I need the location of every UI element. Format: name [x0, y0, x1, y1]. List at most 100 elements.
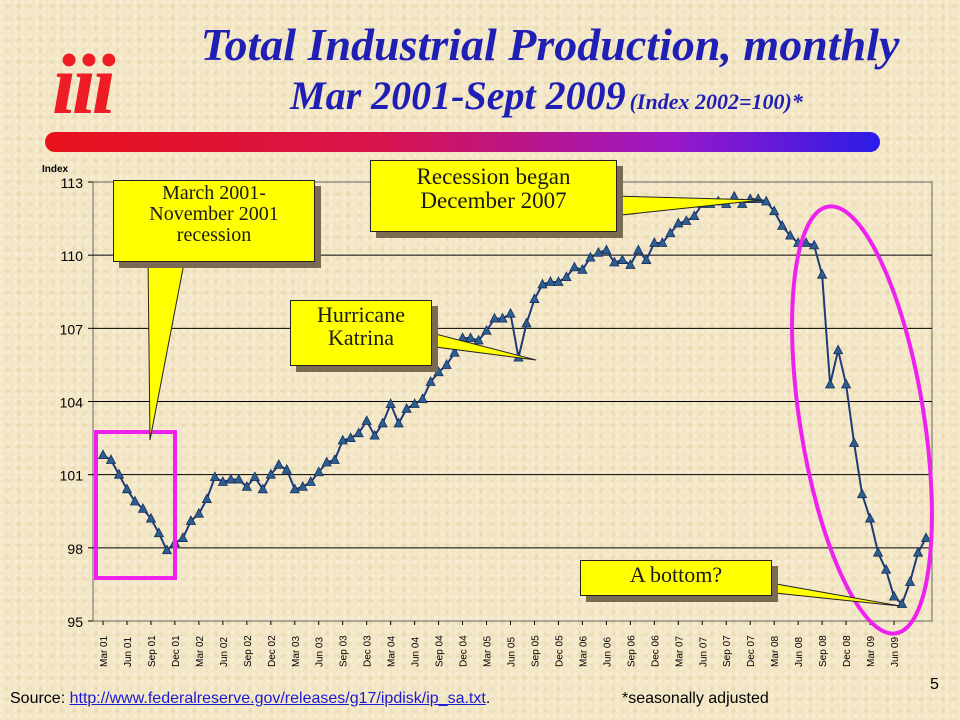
x-tick-label: Sep 03 — [339, 635, 350, 667]
data-point — [225, 473, 237, 484]
data-point — [505, 307, 516, 318]
data-point — [497, 312, 508, 323]
data-point — [337, 434, 348, 445]
data-point — [265, 468, 276, 479]
callout-2007-recession: Recession began December 2007 — [370, 160, 617, 232]
callout-bottom-pointer — [764, 581, 901, 607]
source-link[interactable]: http://www.federalreserve.gov/releases/g… — [69, 690, 486, 707]
data-point — [385, 398, 396, 408]
data-point — [537, 278, 548, 289]
callout-2007-recession-text: Recession began December 2007 — [416, 164, 571, 214]
data-point — [848, 437, 860, 447]
data-point — [864, 512, 876, 523]
data-point — [824, 378, 836, 389]
data-point — [888, 590, 900, 601]
y-tick-label: 104 — [60, 395, 84, 411]
x-tick-label: Mar 07 — [674, 635, 685, 667]
data-point — [329, 454, 340, 464]
x-tick-label: Dec 06 — [650, 635, 661, 667]
seasonally-adjusted-note: *seasonally adjusted — [622, 690, 769, 707]
data-point — [601, 244, 612, 255]
data-point — [912, 546, 924, 557]
data-point — [161, 544, 173, 555]
data-point — [808, 239, 820, 250]
data-point — [593, 246, 604, 257]
data-point — [577, 263, 588, 274]
x-tick-label: Dec 02 — [267, 635, 278, 667]
x-tick-label: Jun 04 — [411, 637, 422, 667]
data-point — [545, 276, 556, 286]
data-point — [401, 402, 412, 413]
x-tick-label: Jun 02 — [219, 637, 230, 667]
data-point — [121, 483, 133, 494]
x-tick-label: Sep 05 — [530, 635, 541, 667]
data-point — [353, 427, 364, 438]
data-point — [273, 459, 284, 469]
subtitle-period: Mar 2001-Sept 2009 — [290, 73, 626, 118]
x-tick-label: Jun 08 — [794, 637, 805, 667]
data-point — [449, 346, 460, 357]
data-point — [473, 334, 484, 345]
data-point — [425, 376, 436, 386]
data-point — [633, 244, 644, 255]
data-point — [521, 317, 532, 328]
data-point — [305, 476, 316, 486]
data-point — [361, 415, 372, 425]
data-point — [249, 471, 260, 482]
data-point — [529, 293, 540, 303]
data-point — [153, 527, 165, 538]
x-tick-label: Sep 02 — [243, 635, 254, 667]
x-tick-label: Mar 02 — [195, 635, 206, 667]
callout-katrina-pointer — [419, 329, 537, 361]
x-tick-label: Sep 04 — [435, 635, 446, 667]
data-point — [649, 237, 660, 247]
iii-logo: iii — [52, 36, 116, 132]
y-tick-label: 95 — [67, 614, 83, 630]
x-tick-label: Sep 08 — [818, 635, 829, 667]
x-tick-label: Mar 08 — [770, 635, 781, 667]
footer: Source: http://www.federalreserve.gov/re… — [0, 676, 960, 714]
data-point — [177, 532, 189, 542]
data-point — [896, 598, 908, 608]
data-point — [761, 195, 772, 206]
data-point — [281, 463, 292, 474]
data-point — [657, 237, 668, 247]
data-point — [321, 456, 332, 467]
data-point — [832, 344, 844, 355]
data-point — [569, 261, 580, 272]
recession-2008-highlight — [790, 204, 934, 636]
data-point — [800, 237, 812, 247]
callout-2001-recession: March 2001- November 2001 recession — [113, 180, 315, 262]
y-tick-label: 101 — [60, 468, 84, 484]
x-tick-label: Dec 08 — [842, 635, 853, 667]
x-tick-label: Jun 07 — [698, 637, 709, 667]
source-period: . — [485, 690, 491, 707]
data-point — [201, 493, 213, 503]
x-tick-label: Mar 09 — [866, 635, 877, 667]
recession-2001-highlight — [94, 430, 177, 580]
callout-a-bottom: A bottom? — [580, 560, 772, 596]
data-point — [880, 563, 892, 574]
chart-title: Total Industrial Production, monthly — [200, 19, 900, 70]
data-point — [193, 507, 205, 518]
data-point — [816, 268, 828, 279]
data-point — [585, 251, 596, 262]
data-point — [241, 481, 252, 491]
x-tick-label: Dec 04 — [459, 635, 470, 667]
data-point — [137, 502, 149, 513]
x-tick-label: Jun 09 — [890, 637, 901, 667]
x-tick-label: Dec 05 — [554, 635, 565, 667]
data-point — [769, 205, 780, 216]
x-tick-label: Mar 06 — [578, 635, 589, 667]
data-point — [665, 227, 676, 238]
x-tick-label: Mar 01 — [99, 635, 110, 667]
x-tick-label: Mar 04 — [387, 635, 398, 667]
data-point — [289, 483, 300, 494]
data-point — [97, 449, 109, 460]
chart-subtitle: Mar 2001-Sept 2009 (Index 2002=100)* — [290, 72, 803, 119]
data-point — [673, 217, 684, 228]
data-point — [920, 532, 932, 542]
source-label: Source: — [10, 690, 70, 707]
data-point — [433, 366, 444, 377]
